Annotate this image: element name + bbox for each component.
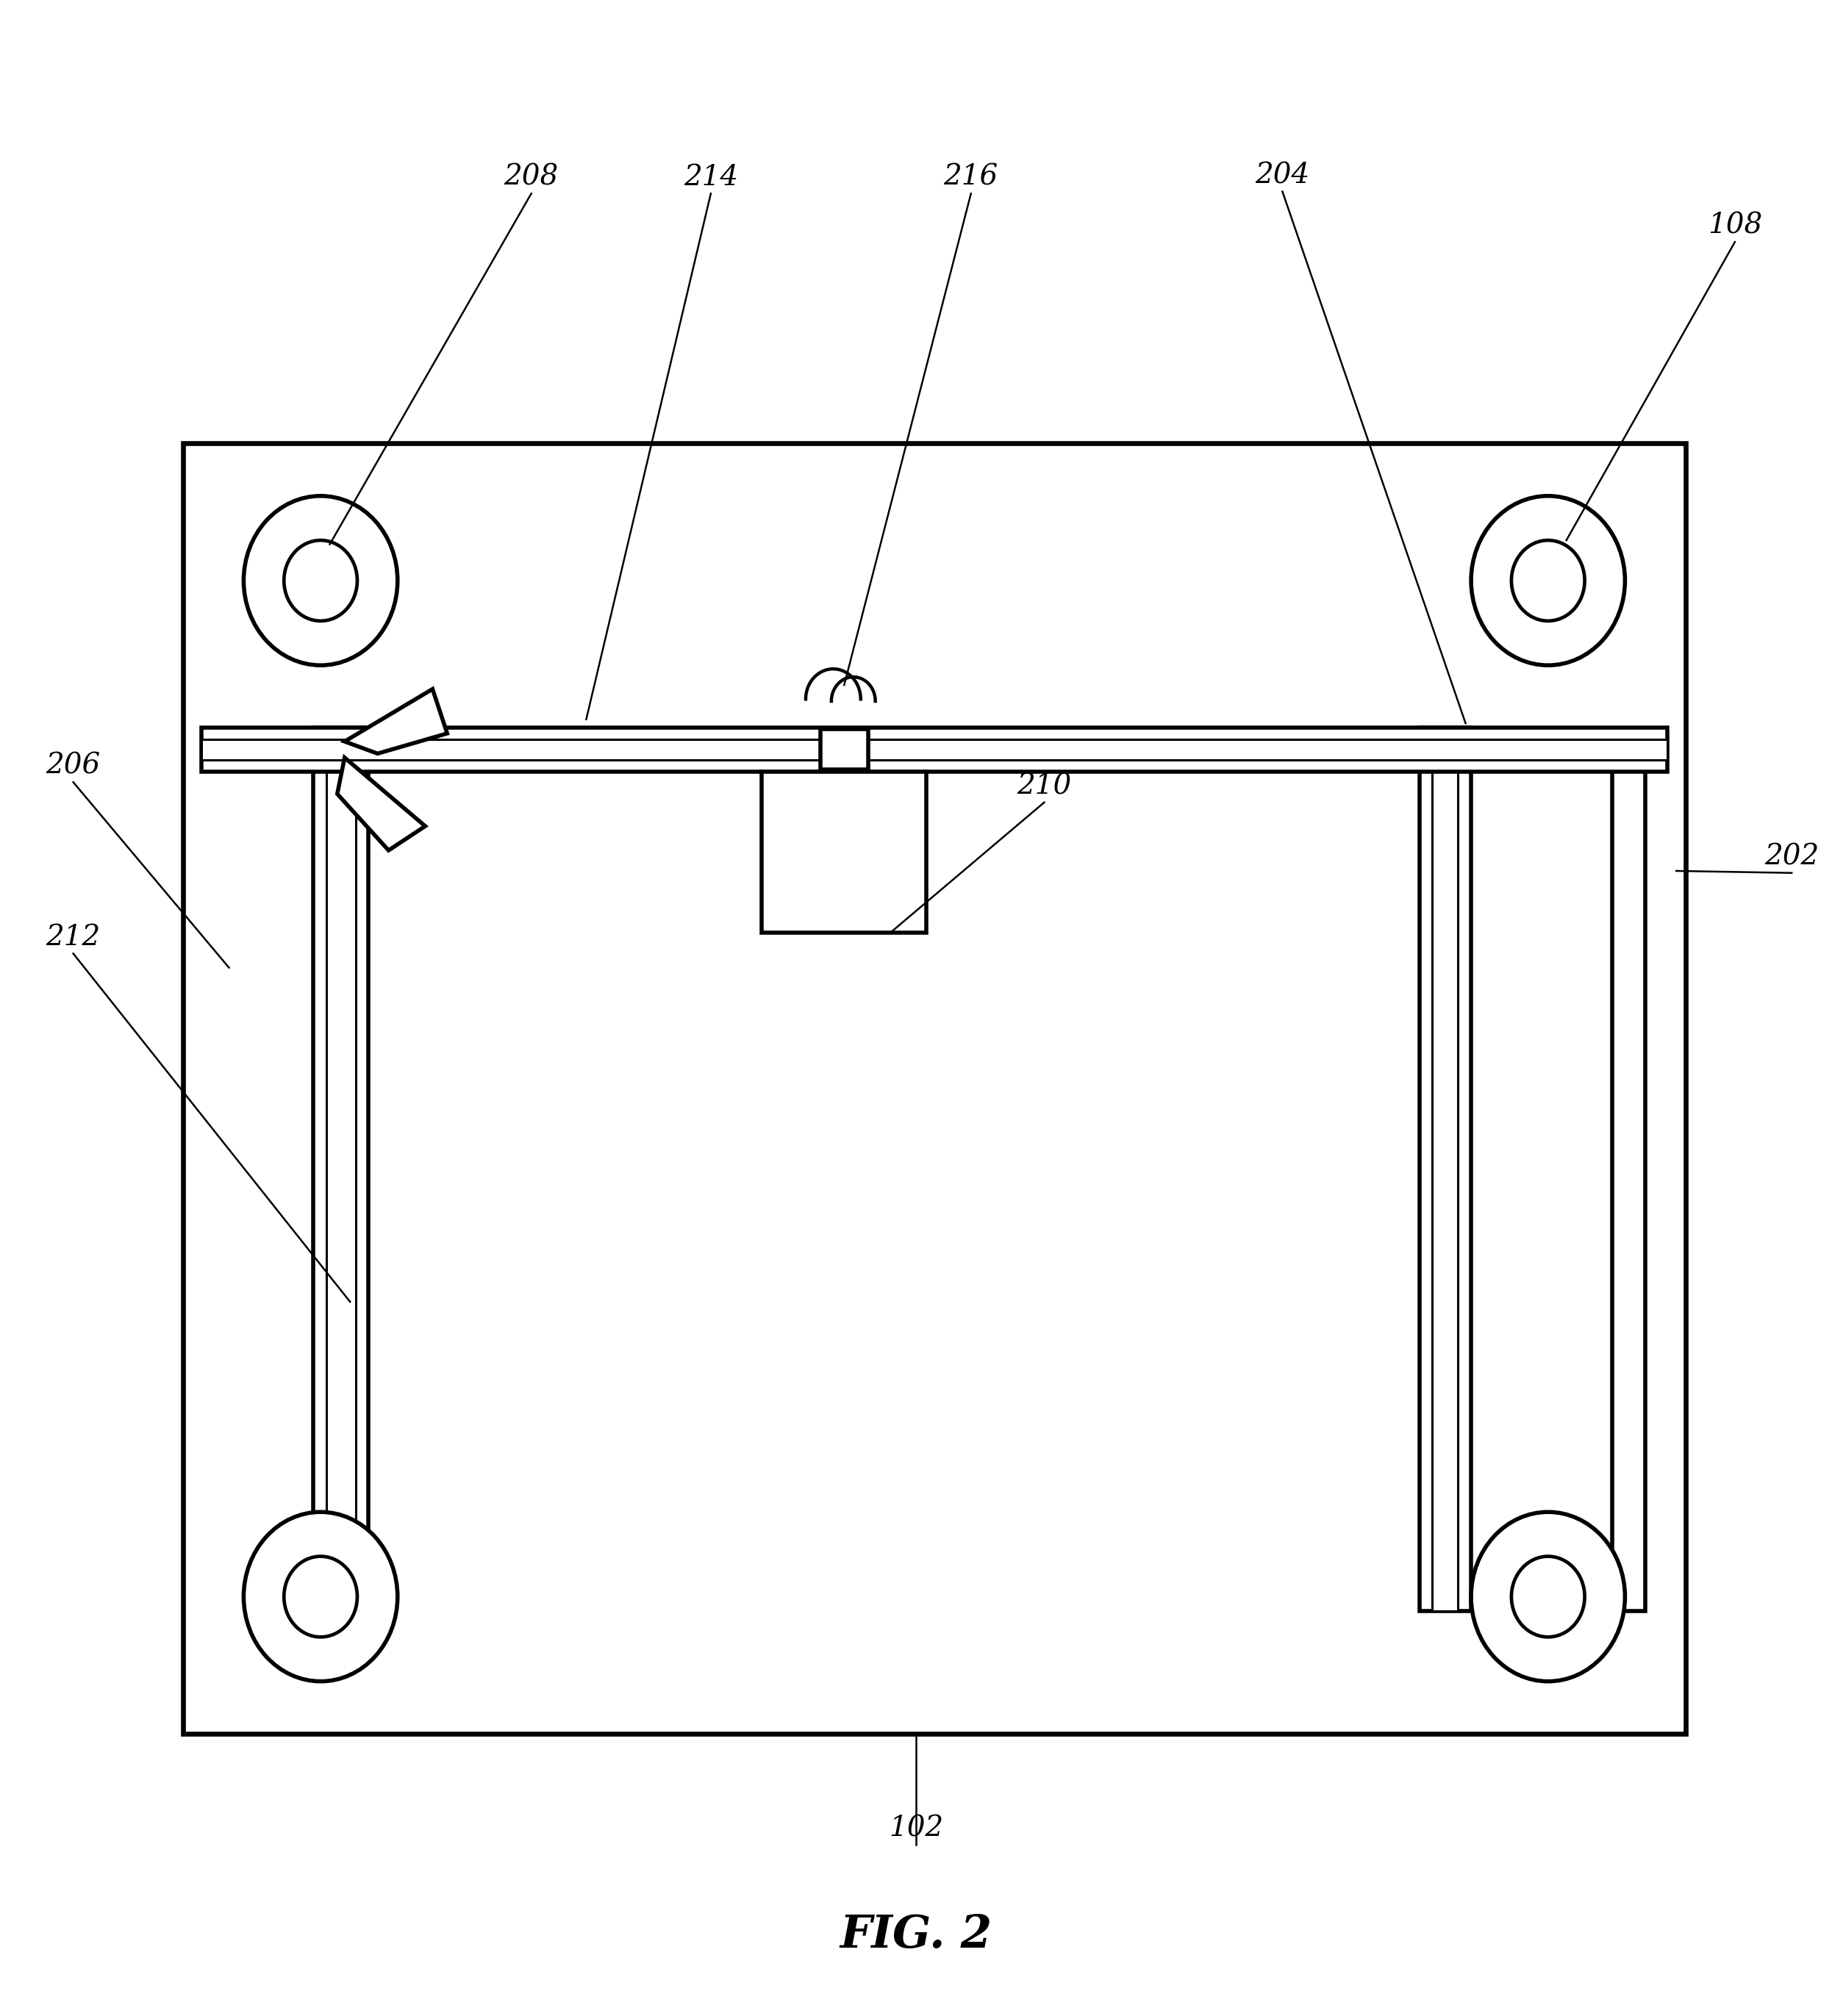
Circle shape xyxy=(284,1556,357,1637)
Bar xyxy=(1420,728,1471,1611)
Text: 108: 108 xyxy=(1707,212,1762,240)
Text: 102: 102 xyxy=(889,1814,943,1843)
Bar xyxy=(1612,762,1645,1611)
Circle shape xyxy=(284,540,357,621)
Text: 210: 210 xyxy=(1017,772,1072,800)
Bar xyxy=(326,728,355,1611)
Circle shape xyxy=(1511,540,1585,621)
Circle shape xyxy=(244,1512,398,1681)
Bar xyxy=(821,730,868,770)
Bar xyxy=(762,772,927,933)
Bar xyxy=(202,728,1667,772)
Text: 208: 208 xyxy=(504,163,559,192)
Bar xyxy=(202,740,1667,760)
Circle shape xyxy=(1511,1556,1585,1637)
Circle shape xyxy=(1471,1512,1625,1681)
Text: 204: 204 xyxy=(1255,161,1310,190)
Bar xyxy=(183,444,1685,1734)
Text: 214: 214 xyxy=(683,163,738,192)
Text: 202: 202 xyxy=(1764,843,1819,871)
Circle shape xyxy=(1471,496,1625,665)
Polygon shape xyxy=(337,758,425,851)
Text: 212: 212 xyxy=(46,923,101,952)
Polygon shape xyxy=(344,689,447,754)
Bar xyxy=(313,728,368,1611)
Text: 216: 216 xyxy=(943,163,998,192)
Circle shape xyxy=(244,496,398,665)
Bar xyxy=(1433,728,1458,1611)
Text: FIG. 2: FIG. 2 xyxy=(839,1913,993,1958)
Text: 206: 206 xyxy=(46,752,101,780)
